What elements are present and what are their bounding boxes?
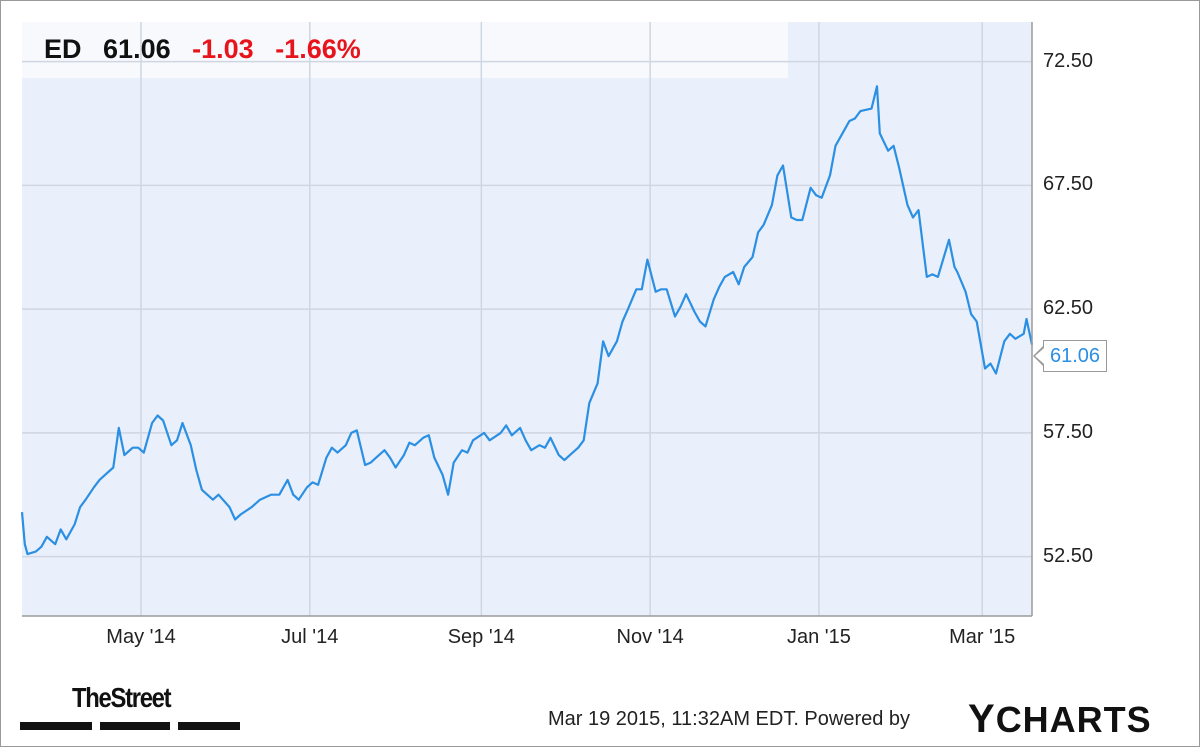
timestamp-credit: Mar 19 2015, 11:32AM EDT. Powered by [548, 708, 911, 730]
x-tick-label: Jul '14 [281, 626, 339, 648]
ticker-symbol: ED [44, 34, 82, 64]
price-change: -1.03 [192, 34, 254, 64]
plot-background [22, 22, 1032, 616]
y-tick-label: 67.50 [1043, 173, 1094, 196]
y-tick-label: 62.50 [1043, 297, 1094, 320]
ycharts-logo-text: CHARTS [995, 699, 1152, 740]
last-value-label: 61.06 [1043, 340, 1107, 372]
quote-header: ED 61.06 -1.03 -1.66% [44, 34, 375, 65]
ycharts-logo: YCHARTS [968, 697, 1152, 742]
x-tick-label: May '14 [106, 626, 176, 648]
ycharts-logo-y: Y [968, 697, 996, 741]
x-tick-label: Sep '14 [447, 626, 515, 648]
x-tick-label: Jan '15 [786, 626, 851, 648]
gridlines [22, 22, 1032, 616]
last-value-pointer-inner [1035, 348, 1044, 364]
price-series-line [20, 85, 1034, 556]
y-tick-label: 52.50 [1043, 544, 1094, 567]
y-tick-label: 57.50 [1043, 420, 1094, 443]
y-tick-label: 72.50 [1043, 49, 1094, 72]
percent-change: -1.66% [275, 34, 361, 64]
header-band [22, 22, 788, 78]
x-tick-label: Mar '15 [949, 626, 1016, 648]
last-price: 61.06 [103, 34, 171, 64]
x-tick-label: Nov '14 [616, 626, 684, 648]
publisher-logo: TheStreet [72, 682, 172, 713]
